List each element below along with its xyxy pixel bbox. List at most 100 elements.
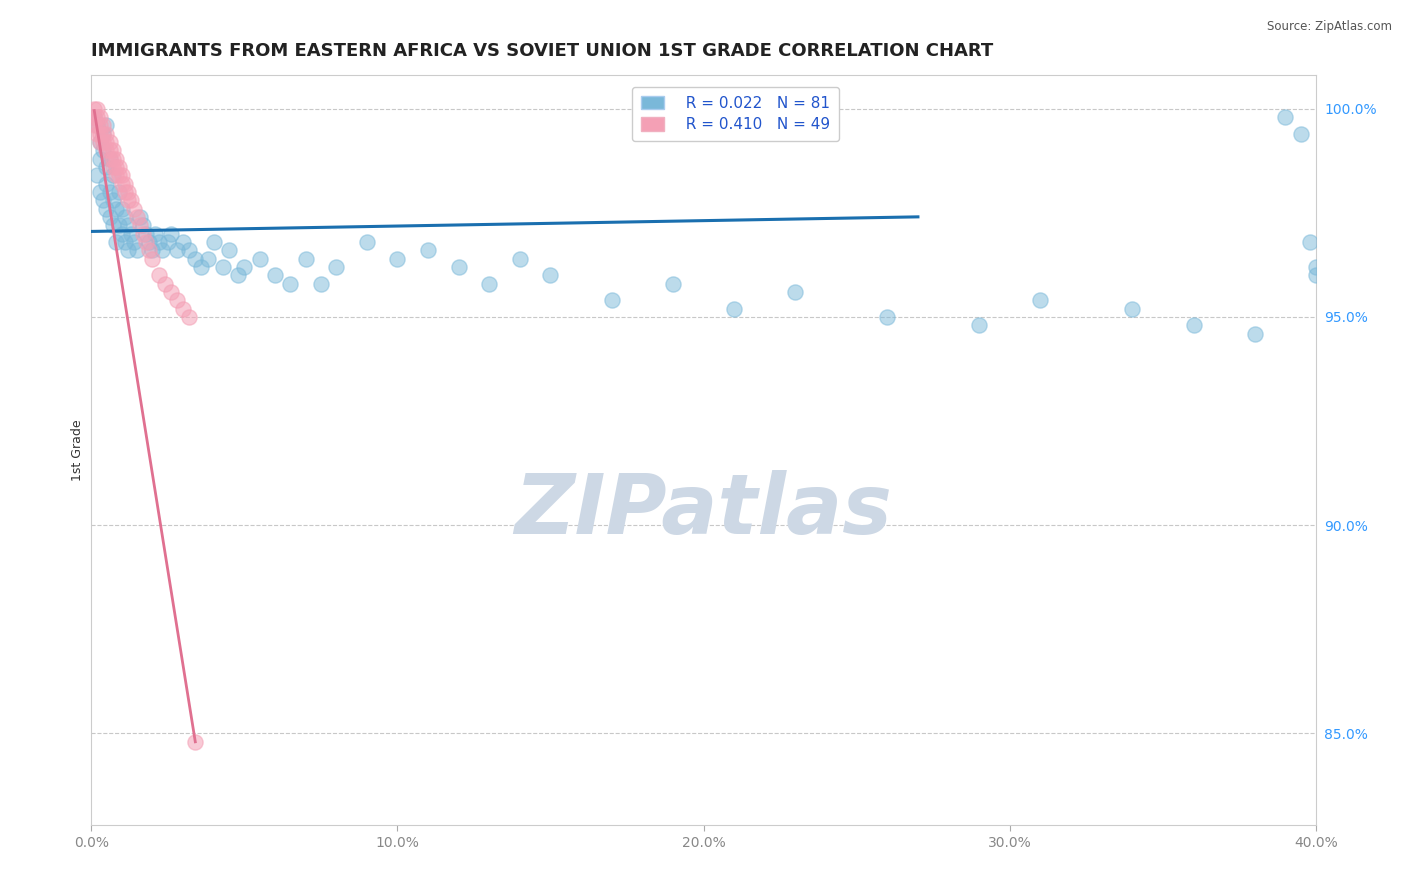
Point: [325, 260, 347, 274]
Point: [101, 193, 124, 207]
Point: [104, 152, 127, 166]
Point: [172, 301, 194, 316]
Point: [96, 160, 118, 174]
Point: [278, 277, 301, 291]
Point: [101, 168, 124, 182]
Point: [141, 243, 163, 257]
Point: [159, 285, 181, 299]
Point: [89, 118, 111, 132]
Point: [83, 110, 105, 124]
Point: [150, 243, 173, 257]
Point: [211, 260, 233, 274]
Point: [89, 135, 111, 149]
Point: [86, 118, 108, 132]
Point: [184, 735, 207, 749]
Point: [93, 127, 115, 141]
Point: [509, 252, 531, 266]
Point: [117, 185, 139, 199]
Point: [101, 152, 124, 166]
Point: [129, 210, 152, 224]
Point: [107, 160, 129, 174]
Point: [249, 252, 271, 266]
Point: [89, 127, 111, 141]
Point: [96, 143, 118, 157]
Point: [104, 235, 127, 249]
Point: [135, 227, 157, 241]
Point: [356, 235, 378, 249]
Point: [184, 252, 207, 266]
Point: [723, 301, 745, 316]
Point: [122, 235, 145, 249]
Point: [1274, 110, 1296, 124]
Point: [166, 243, 188, 257]
Point: [93, 193, 115, 207]
Point: [117, 243, 139, 257]
Point: [662, 277, 685, 291]
Point: [111, 168, 134, 182]
Point: [107, 218, 129, 232]
Point: [111, 227, 134, 241]
Point: [114, 235, 136, 249]
Point: [1299, 235, 1322, 249]
Point: [785, 285, 807, 299]
Point: [309, 277, 332, 291]
Point: [876, 310, 898, 324]
Point: [93, 143, 115, 157]
Point: [114, 185, 136, 199]
Legend:   R = 0.022   N = 81,   R = 0.410   N = 49: R = 0.022 N = 81, R = 0.410 N = 49: [631, 87, 839, 141]
Point: [98, 210, 121, 224]
Point: [96, 135, 118, 149]
Point: [1029, 293, 1052, 308]
Point: [86, 118, 108, 132]
Point: [89, 152, 111, 166]
Point: [1289, 127, 1312, 141]
Point: [101, 218, 124, 232]
Point: [127, 210, 149, 224]
Point: [96, 118, 118, 132]
Point: [179, 310, 201, 324]
Point: [153, 277, 176, 291]
Point: [138, 243, 160, 257]
Point: [89, 135, 111, 149]
Point: [98, 152, 121, 166]
Point: [202, 235, 225, 249]
Point: [540, 268, 562, 283]
Point: [93, 118, 115, 132]
Point: [156, 235, 179, 249]
Point: [107, 185, 129, 199]
Point: [172, 235, 194, 249]
Point: [114, 177, 136, 191]
Point: [83, 110, 105, 124]
Point: [233, 260, 256, 274]
Point: [107, 168, 129, 182]
Text: IMMIGRANTS FROM EASTERN AFRICA VS SOVIET UNION 1ST GRADE CORRELATION CHART: IMMIGRANTS FROM EASTERN AFRICA VS SOVIET…: [91, 42, 994, 60]
Point: [179, 243, 201, 257]
Point: [1243, 326, 1265, 341]
Text: Source: ZipAtlas.com: Source: ZipAtlas.com: [1267, 20, 1392, 33]
Point: [96, 202, 118, 216]
Point: [264, 268, 287, 283]
Point: [226, 268, 249, 283]
Point: [1182, 318, 1205, 333]
Point: [86, 168, 108, 182]
Point: [111, 177, 134, 191]
Point: [89, 110, 111, 124]
Point: [148, 235, 170, 249]
Point: [148, 268, 170, 283]
Point: [600, 293, 623, 308]
Point: [478, 277, 501, 291]
Point: [218, 243, 240, 257]
Point: [86, 102, 108, 116]
Point: [89, 185, 111, 199]
Point: [190, 260, 212, 274]
Point: [86, 110, 108, 124]
Point: [132, 218, 155, 232]
Point: [1305, 260, 1327, 274]
Point: [96, 177, 118, 191]
Point: [104, 202, 127, 216]
Text: ZIPatlas: ZIPatlas: [515, 470, 893, 550]
Point: [86, 127, 108, 141]
Point: [122, 202, 145, 216]
Point: [101, 143, 124, 157]
Point: [117, 193, 139, 207]
